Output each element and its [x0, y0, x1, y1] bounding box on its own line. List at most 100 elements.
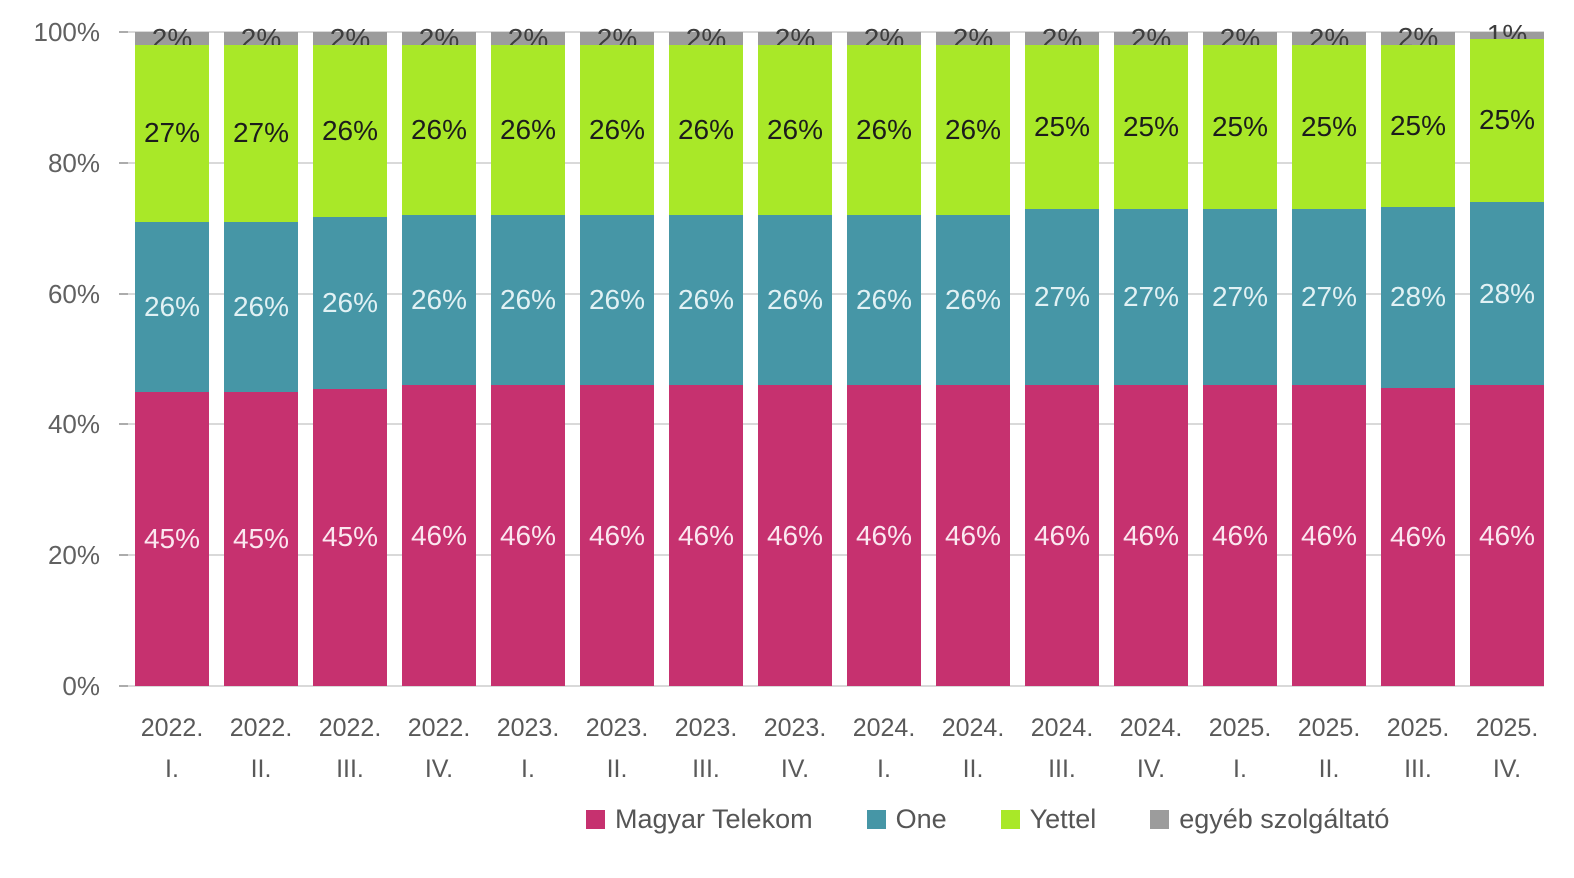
segment-egyeb-szolgaltato: 2%: [224, 24, 298, 52]
segment-egyeb-szolgaltato: 2%: [402, 24, 476, 52]
segment-one: 26%: [758, 215, 832, 386]
segment-one: 28%: [1470, 202, 1544, 386]
segment-egyeb-szolgaltato: 2%: [669, 24, 743, 52]
segment-yettel: 25%: [1292, 45, 1366, 209]
legend: Magyar Telekom One Yettel egyéb szolgáltató: [586, 799, 1389, 839]
segment-yettel: 26%: [936, 45, 1010, 216]
segment-magyar-telekom: 45%: [313, 388, 387, 686]
data-label: 27%: [1300, 280, 1358, 312]
x-label-year: 2023.: [674, 714, 738, 742]
x-label-quarter: IV.: [424, 755, 454, 783]
segment-one: 26%: [491, 215, 565, 386]
x-label-quarter: III.: [336, 755, 364, 783]
x-axis-label: 2025. III.: [1381, 708, 1455, 790]
x-label-quarter: IV.: [780, 755, 810, 783]
segment-one: 28%: [1381, 206, 1455, 389]
y-axis: 0% 20% 40% 60% 80% 100%: [0, 0, 101, 878]
segment-egyeb-szolgaltato: 2%: [1292, 24, 1366, 52]
x-label-year: 2022.: [229, 714, 293, 742]
segment-egyeb-szolgaltato: 2%: [491, 24, 565, 52]
x-label-quarter: I.: [165, 755, 179, 783]
segment-magyar-telekom: 45%: [224, 391, 298, 686]
data-label: 25%: [1478, 104, 1536, 136]
data-label: 27%: [1033, 280, 1091, 312]
y-axis-tick: [119, 554, 128, 557]
x-label-year: 2022.: [318, 714, 382, 742]
x-label-year: 2024.: [1119, 714, 1183, 742]
segment-magyar-telekom: 45%: [135, 391, 209, 686]
data-label: 45%: [321, 521, 379, 553]
segment-yettel: 27%: [224, 45, 298, 222]
data-label: 27%: [143, 117, 201, 149]
bar-2022-ii: 2% 27% 26% 45%: [224, 24, 298, 686]
x-label-year: 2025.: [1297, 714, 1361, 742]
segment-one: 27%: [1025, 208, 1099, 386]
data-label: 25%: [1211, 110, 1269, 142]
bar-2025-i: 2% 25% 27% 46%: [1203, 24, 1277, 686]
bar-2022-iv: 2% 26% 26% 46%: [402, 24, 476, 686]
data-label: 46%: [1300, 519, 1358, 551]
data-label: 26%: [499, 114, 557, 146]
gridline-80: [128, 161, 1544, 164]
x-label-year: 2022.: [140, 714, 204, 742]
segment-magyar-telekom: 46%: [1381, 388, 1455, 686]
y-axis-tick: [119, 685, 128, 687]
bar-2023-i: 2% 26% 26% 46%: [491, 24, 565, 686]
segment-one: 26%: [847, 215, 921, 386]
x-label-quarter: II.: [250, 755, 272, 783]
data-label: 46%: [1478, 519, 1536, 551]
segment-one: 26%: [936, 215, 1010, 386]
segment-yettel: 27%: [135, 45, 209, 222]
data-label: 26%: [143, 290, 201, 322]
plot-gridlines: [119, 31, 1544, 687]
x-label-quarter: III.: [1404, 755, 1432, 783]
y-tick-label-0: 0%: [62, 671, 100, 701]
x-axis-label: 2025. II.: [1292, 708, 1366, 790]
gridline-40: [128, 423, 1544, 426]
data-label: 26%: [766, 284, 824, 316]
data-label: 45%: [143, 522, 201, 554]
legend-label: egyéb szolgáltató: [1179, 803, 1390, 834]
x-label-year: 2023.: [763, 714, 827, 742]
bar-2025-iv: 1% 25% 28% 46%: [1470, 21, 1544, 686]
x-label-year: 2024.: [852, 714, 916, 742]
data-label: 46%: [855, 519, 913, 551]
x-label-quarter: II.: [606, 755, 628, 783]
segment-one: 26%: [580, 215, 654, 386]
data-label: 26%: [855, 284, 913, 316]
segment-egyeb-szolgaltato: 2%: [580, 24, 654, 52]
x-label-quarter: II.: [962, 755, 984, 783]
bar-2022-iii: 2% 26% 26% 45%: [313, 24, 387, 686]
y-tick-label-100: 100%: [33, 17, 101, 47]
segment-yettel: 26%: [758, 45, 832, 216]
segment-egyeb-szolgaltato: 2%: [1114, 24, 1188, 52]
data-label: 26%: [232, 290, 290, 322]
x-axis-label: 2022. IV.: [402, 708, 476, 790]
data-label: 26%: [410, 114, 468, 146]
data-label: 26%: [321, 115, 379, 147]
segment-magyar-telekom: 46%: [669, 385, 743, 686]
segment-one: 26%: [224, 221, 298, 392]
x-axis-label: 2023. II.: [580, 708, 654, 790]
data-label: 46%: [410, 519, 468, 551]
x-axis-label: 2022. III.: [313, 708, 387, 790]
segment-yettel: 25%: [1470, 38, 1544, 203]
x-label-quarter: II.: [1318, 755, 1340, 783]
segment-yettel: 26%: [402, 45, 476, 216]
data-label: 28%: [1389, 281, 1447, 313]
x-label-year: 2024.: [1030, 714, 1094, 742]
x-label-year: 2025.: [1475, 714, 1539, 742]
gridline-100: [128, 31, 1544, 33]
x-axis-label: 2024. II.: [936, 708, 1010, 790]
data-label: 26%: [588, 114, 646, 146]
segment-magyar-telekom: 46%: [847, 385, 921, 686]
x-axis-label: 2024. III.: [1025, 708, 1099, 790]
legend-marker-icon: [1150, 809, 1170, 829]
bar-2023-iii: 2% 26% 26% 46%: [669, 24, 743, 686]
data-label: 26%: [677, 114, 735, 146]
bar-2024-i: 2% 26% 26% 46%: [847, 24, 921, 686]
x-axis-label: 2025. I.: [1203, 708, 1277, 790]
bar-2025-iii: 2% 25% 28% 46%: [1381, 24, 1455, 686]
data-label: 25%: [1300, 110, 1358, 142]
data-label: 26%: [588, 284, 646, 316]
